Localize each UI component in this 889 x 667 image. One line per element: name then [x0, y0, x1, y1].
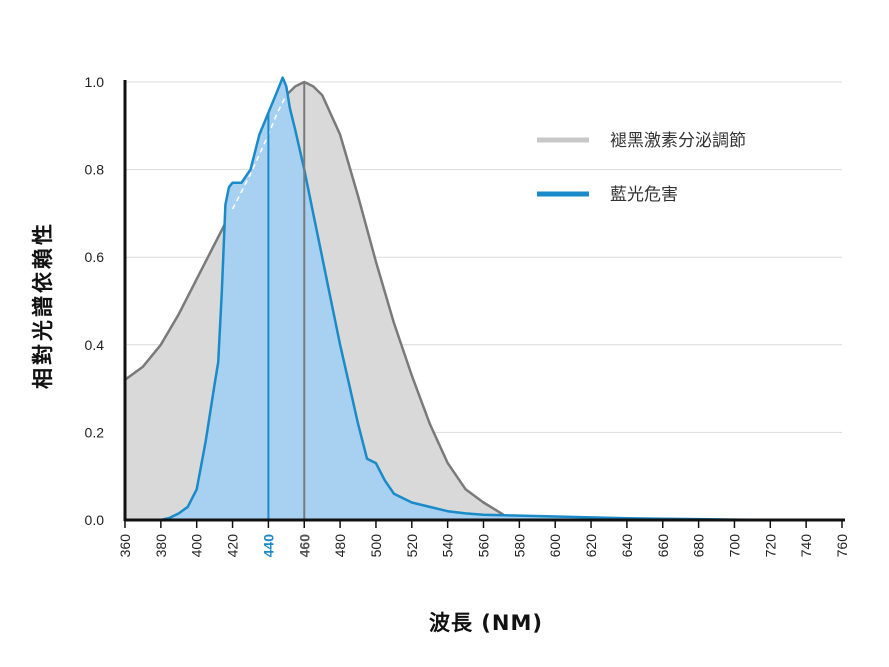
- y-tick-labels: 0.0 0.2 0.4 0.6 0.8 1.0: [85, 74, 105, 528]
- highlight-lines: [267, 82, 306, 520]
- y-tick-label: 0.6: [85, 249, 105, 265]
- x-tick-label: 660: [655, 534, 671, 558]
- melatonin-curve-line: [124, 80, 512, 522]
- x-tick-label: 740: [798, 534, 814, 558]
- legend-label: 褪黑激素分泌調節: [610, 131, 746, 151]
- x-tick-label: 620: [583, 534, 599, 558]
- x-tick-label: 760: [834, 534, 850, 558]
- y-tick-label: 0.4: [85, 337, 105, 353]
- x-tick-label: 540: [440, 534, 456, 558]
- x-tick-label: 420: [225, 534, 241, 558]
- x-tick-labels: 360 380 400 420 440 460 480 500 520 540 560 580 600 6…: [117, 520, 850, 557]
- y-tick-label: 0.2: [85, 424, 105, 440]
- x-tick-label: 580: [511, 534, 527, 558]
- y-tick-label: 1.0: [85, 74, 105, 90]
- legend-label: 藍光危害: [610, 185, 678, 205]
- x-tick-label: 700: [726, 534, 742, 558]
- x-tick-label: 640: [619, 534, 635, 558]
- axes: [123, 80, 845, 522]
- y-axis-title: 相對光譜依賴性: [31, 221, 55, 389]
- x-tick-label: 460: [296, 534, 312, 558]
- y-tick-label: 0.0: [85, 512, 105, 528]
- blue-light-area-fill: [160, 77, 771, 520]
- x-tick-label: 600: [547, 534, 563, 558]
- x-axis-title: 波長 (NM): [429, 611, 543, 635]
- x-tick-label: 480: [332, 534, 348, 558]
- x-tick-label: 440: [260, 534, 276, 558]
- x-tick-label: 720: [762, 534, 778, 558]
- x-tick-label: 520: [404, 534, 420, 558]
- x-tick-label: 500: [368, 534, 384, 558]
- blue-light-curve-line: [160, 76, 771, 522]
- x-tick-label: 380: [153, 534, 169, 558]
- x-tick-label: 360: [117, 534, 133, 558]
- x-tick-label: 560: [476, 534, 492, 558]
- x-tick-label: 400: [189, 534, 205, 558]
- y-tick-label: 0.8: [85, 162, 105, 178]
- x-tick-label: 680: [691, 534, 707, 558]
